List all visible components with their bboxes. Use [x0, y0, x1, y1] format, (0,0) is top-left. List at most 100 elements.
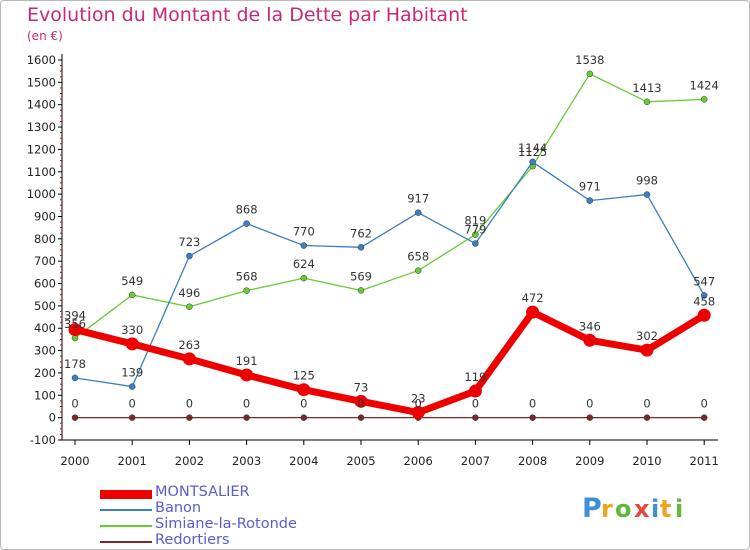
data-label: 356 — [64, 317, 86, 331]
legend-label: Redortiers — [155, 532, 230, 548]
data-label: 779 — [464, 223, 486, 237]
data-point — [586, 414, 594, 421]
data-label: 0 — [701, 397, 708, 411]
data-label: 346 — [579, 319, 601, 333]
y-tick-label: 1500 — [27, 75, 56, 89]
data-point — [186, 303, 193, 311]
data-label: 23 — [411, 392, 426, 406]
svg-text:P: P — [582, 493, 602, 524]
data-label: 496 — [178, 286, 200, 300]
data-point — [700, 414, 708, 421]
data-point — [643, 414, 651, 421]
data-label: 762 — [350, 226, 372, 240]
data-point — [414, 209, 422, 216]
data-label: 0 — [472, 397, 479, 411]
data-point — [243, 220, 250, 227]
data-label: 1413 — [632, 81, 661, 95]
data-label: 770 — [293, 225, 315, 239]
x-tick-label: 2010 — [632, 454, 661, 468]
data-label: 263 — [178, 338, 200, 352]
legend-swatch — [100, 489, 152, 499]
y-tick-label: 300 — [34, 344, 56, 358]
y-tick-label: 400 — [34, 321, 56, 335]
data-label: 0 — [415, 397, 422, 411]
data-point — [128, 291, 136, 299]
data-point — [700, 292, 708, 299]
x-tick-label: 2011 — [690, 454, 719, 468]
x-tick-label: 2006 — [404, 454, 433, 468]
data-point — [697, 308, 711, 322]
data-label: 549 — [121, 274, 143, 288]
data-point — [529, 414, 536, 421]
y-tick-label: 100 — [34, 388, 56, 402]
data-label: 658 — [407, 250, 429, 264]
data-point — [243, 287, 250, 294]
svg-text:i: i — [675, 495, 683, 523]
y-tick-label: 700 — [34, 254, 56, 268]
x-tick-label: 2005 — [346, 454, 375, 468]
data-label: 971 — [579, 180, 601, 194]
data-point — [128, 383, 136, 390]
y-tick-label: 1200 — [27, 142, 56, 156]
data-point — [182, 352, 196, 366]
svg-text:t: t — [660, 495, 671, 523]
series-simiane-la-rotonde — [71, 70, 708, 342]
legend-swatch — [100, 509, 152, 511]
data-label: 330 — [121, 323, 143, 337]
svg-text:x: x — [634, 495, 650, 523]
series-banon — [71, 158, 708, 390]
data-point — [186, 414, 193, 421]
data-label: 819 — [464, 214, 486, 228]
data-label: 624 — [293, 257, 315, 271]
x-tick-label: 2008 — [518, 454, 547, 468]
chart-title: Evolution du Montant de la Dette par Hab… — [27, 4, 468, 26]
y-tick-label: 800 — [34, 232, 56, 246]
data-point — [128, 414, 136, 421]
x-tick-label: 2000 — [60, 454, 89, 468]
legend-swatch — [100, 525, 152, 527]
y-tick-label: 1000 — [27, 187, 56, 201]
data-label: 569 — [350, 269, 372, 283]
data-label: 0 — [586, 397, 593, 411]
data-point — [468, 384, 482, 398]
data-point — [300, 414, 308, 421]
x-tick-label: 2004 — [289, 454, 318, 468]
data-point — [297, 383, 311, 397]
legend-label: Banon — [155, 500, 202, 516]
data-label: 1424 — [690, 78, 719, 92]
series-line — [74, 73, 705, 339]
data-label: 0 — [300, 397, 307, 411]
y-tick-label: -100 — [30, 433, 56, 447]
data-label: 458 — [693, 294, 715, 308]
y-tick-label: 900 — [34, 209, 56, 223]
data-point — [472, 240, 479, 247]
data-label: 125 — [293, 369, 315, 383]
data-point — [700, 96, 708, 103]
y-tick-label: 600 — [34, 277, 56, 291]
legend-swatch — [100, 541, 152, 543]
chart-subtitle: (en €) — [27, 29, 63, 43]
data-point — [583, 333, 597, 347]
data-label: 568 — [236, 270, 258, 284]
data-label: 868 — [236, 203, 258, 217]
y-tick-label: 1100 — [27, 165, 56, 179]
data-label: 302 — [636, 329, 658, 343]
data-label: 0 — [357, 397, 364, 411]
data-point — [643, 98, 651, 106]
data-point — [71, 374, 79, 382]
data-label: 394 — [64, 309, 86, 323]
data-point — [472, 414, 479, 421]
data-point — [526, 305, 540, 319]
y-tick-label: 1300 — [27, 120, 56, 134]
x-tick-label: 2009 — [575, 454, 604, 468]
data-label: 0 — [186, 397, 193, 411]
data-point — [586, 197, 594, 204]
chart-axes: -100010020030040050060070080090010001100… — [27, 53, 719, 468]
data-point — [357, 244, 365, 251]
x-tick-label: 2001 — [118, 454, 147, 468]
svg-text:i: i — [651, 495, 659, 523]
data-point — [472, 231, 479, 238]
data-label: 0 — [643, 397, 650, 411]
y-tick-label: 200 — [34, 366, 56, 380]
